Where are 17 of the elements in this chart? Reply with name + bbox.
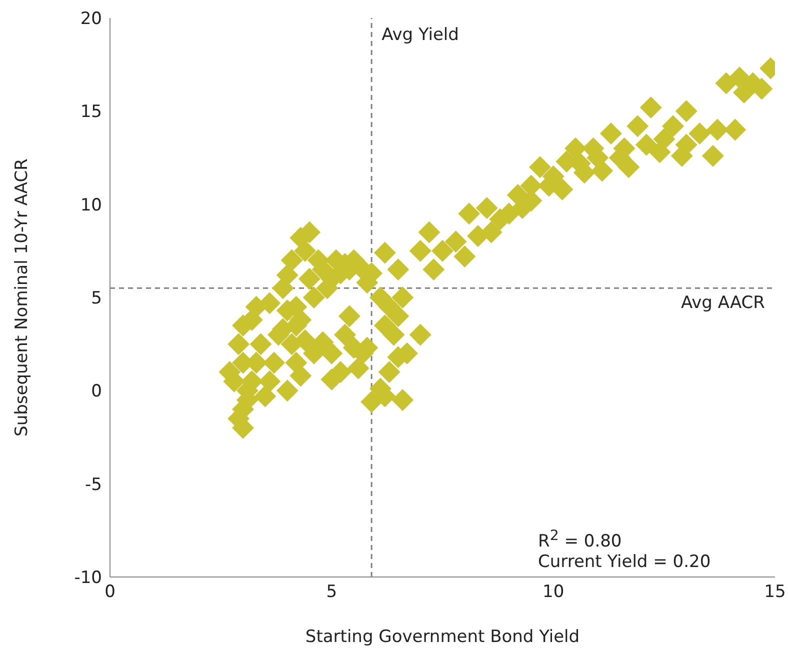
y-axis-title: Subsequent Nominal 10-Yr AACR — [12, 158, 32, 436]
annotation: Current Yield = 0.20 — [538, 552, 711, 572]
ref-line-label: Avg Yield — [382, 25, 459, 46]
y-tick-label: -10 — [74, 568, 102, 588]
ref-line-label: Avg AACR — [680, 293, 766, 314]
y-tick-label: 15 — [80, 102, 102, 122]
x-axis-title: Starting Government Bond Yield — [305, 627, 580, 647]
annotation: R$^{2}$ = 0.80 — [538, 527, 623, 552]
y-tick-label: 10 — [80, 195, 102, 216]
y-tick-label: -5 — [85, 474, 102, 495]
y-tick-label: 0 — [91, 382, 102, 402]
x-tick-label: 5 — [326, 582, 338, 602]
y-tick-label: 20 — [80, 9, 102, 30]
y-tick-label: 5 — [91, 288, 102, 309]
x-tick-label: 10 — [542, 582, 564, 602]
x-tick-label: 15 — [764, 582, 786, 602]
x-tick-label: 0 — [104, 582, 116, 602]
